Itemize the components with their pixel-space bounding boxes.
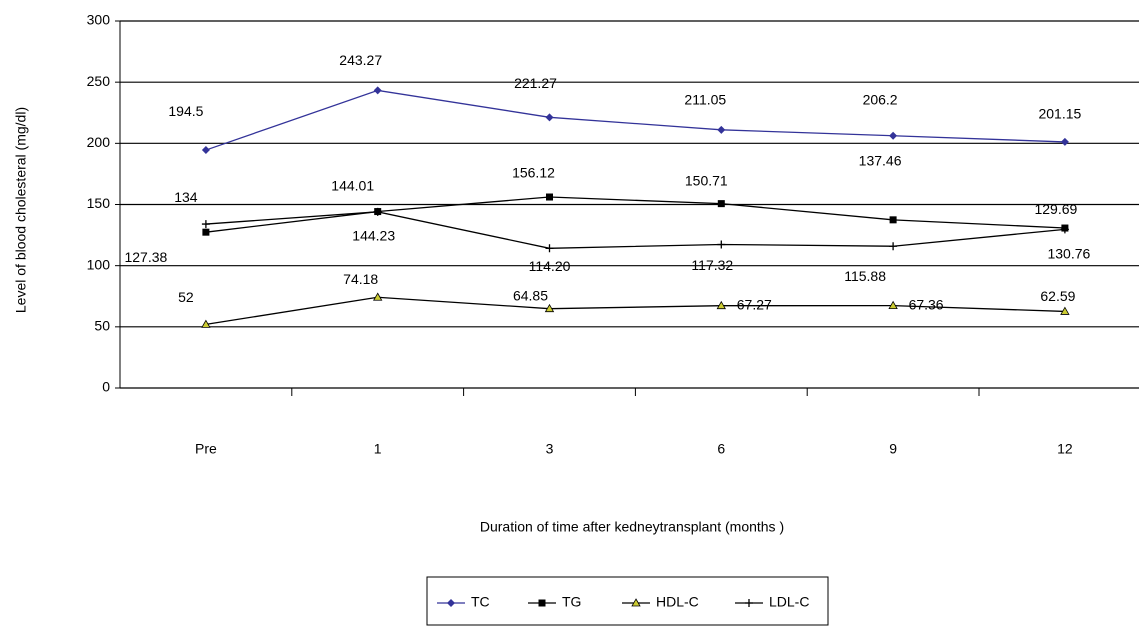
marker	[717, 125, 726, 134]
marker	[716, 300, 726, 310]
x-tick-label: 1	[374, 441, 382, 457]
data-label: 137.46	[859, 153, 902, 169]
data-label: 115.88	[844, 268, 886, 284]
data-label: 127.38	[124, 249, 167, 265]
data-label: 74.18	[343, 271, 378, 287]
x-tick-label: 12	[1057, 441, 1073, 457]
marker	[202, 228, 210, 236]
marker	[889, 242, 898, 251]
marker	[889, 216, 897, 224]
data-label: 194.5	[168, 103, 203, 119]
legend-box	[426, 576, 829, 626]
data-label: 64.85	[513, 287, 548, 303]
marker	[631, 598, 641, 607]
data-label: 134	[174, 189, 198, 205]
y-tick-label: 200	[87, 134, 111, 150]
data-label: 62.59	[1040, 288, 1075, 304]
x-axis-title: Duration of time after kedneytransplant …	[480, 519, 784, 535]
data-label: 221.27	[514, 75, 557, 91]
y-tick-label: 0	[102, 379, 110, 395]
marker	[546, 193, 553, 201]
marker	[1060, 137, 1069, 146]
data-label: 129.69	[1034, 201, 1077, 217]
data-label: 114.20	[529, 258, 571, 274]
series-line	[205, 89, 1065, 151]
y-tick-label: 300	[87, 12, 111, 28]
data-label: 130.76	[1047, 246, 1090, 262]
marker	[373, 86, 382, 95]
y-tick-label: 150	[87, 195, 111, 211]
marker	[1060, 225, 1069, 234]
marker	[373, 292, 383, 301]
y-tick-label: 250	[87, 73, 111, 89]
data-label: 67.36	[909, 296, 944, 312]
series-line	[205, 211, 1065, 249]
marker	[201, 146, 210, 155]
y-axis-title: Level of blood cholesteral (mg/dl)	[13, 107, 29, 313]
legend-label: HDL-C	[656, 594, 699, 610]
legend-label: LDL-C	[769, 594, 809, 610]
data-label: 211.05	[684, 92, 726, 108]
data-label: 206.2	[863, 91, 898, 107]
marker	[544, 303, 555, 313]
x-tick-label: Pre	[195, 441, 217, 457]
data-label: 144.23	[352, 227, 395, 243]
data-label: 201.15	[1038, 106, 1081, 122]
marker	[545, 113, 554, 122]
x-tick-label: 9	[889, 441, 897, 457]
series-line	[205, 296, 1065, 326]
x-tick-label: 6	[717, 441, 725, 457]
series-line	[205, 196, 1065, 233]
data-label: 243.27	[339, 52, 382, 68]
data-label: 52	[178, 289, 194, 305]
marker	[717, 200, 725, 208]
data-label: 67.27	[737, 296, 772, 312]
y-tick-label: 50	[94, 318, 110, 334]
data-label: 156.12	[512, 165, 555, 181]
legend-label: TC	[471, 594, 490, 610]
data-label: 144.01	[331, 178, 374, 194]
marker	[373, 207, 382, 216]
marker	[717, 240, 726, 249]
legend-label: TG	[562, 594, 581, 610]
marker	[888, 300, 898, 309]
marker	[538, 599, 546, 607]
marker	[201, 220, 210, 229]
marker	[447, 599, 455, 607]
marker	[745, 599, 753, 607]
data-label: 150.71	[685, 172, 728, 188]
data-label: 117.32	[691, 257, 733, 273]
marker	[889, 131, 898, 140]
marker	[545, 244, 554, 253]
x-tick-label: 3	[546, 441, 554, 457]
y-tick-label: 100	[87, 256, 111, 272]
marker	[201, 319, 211, 328]
marker	[1060, 306, 1070, 315]
